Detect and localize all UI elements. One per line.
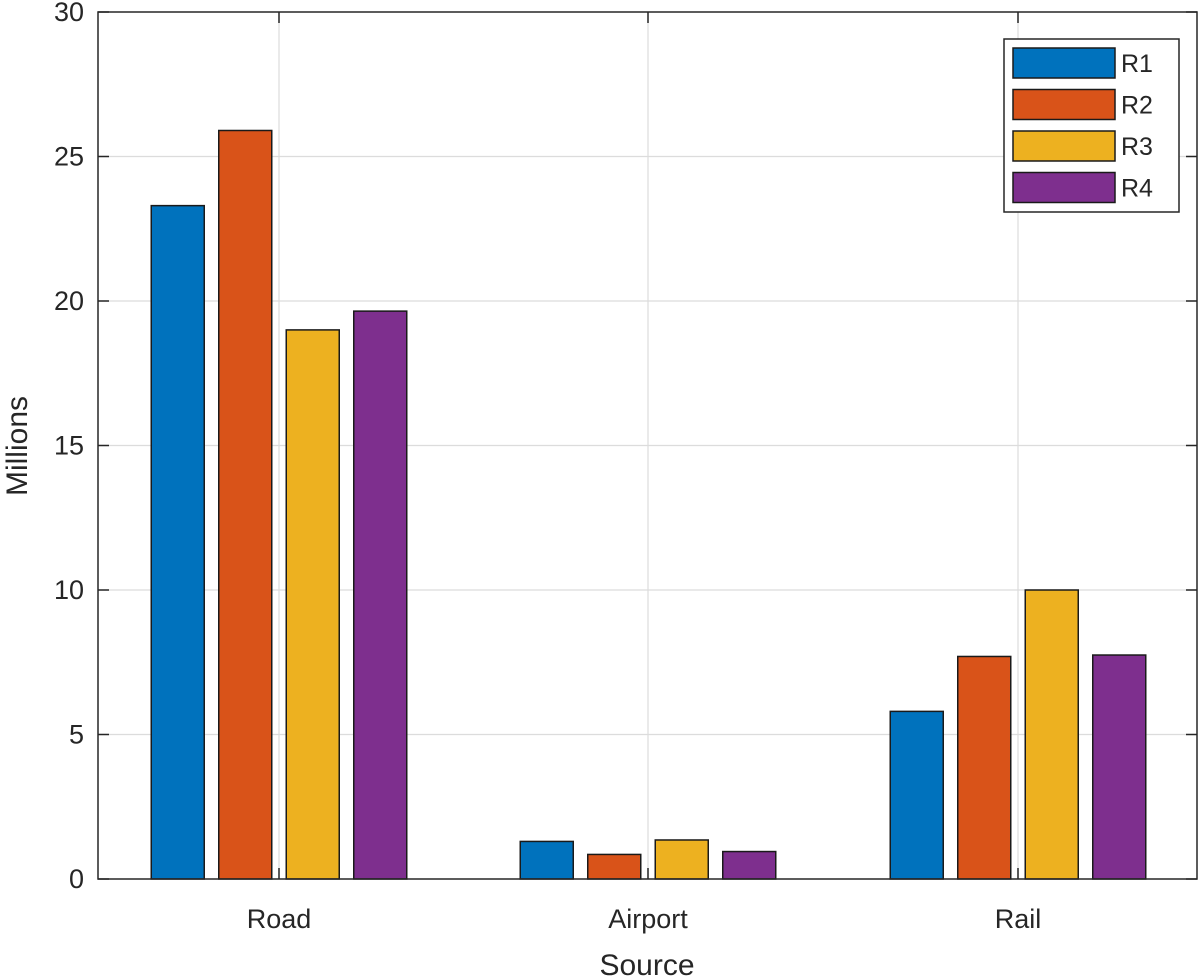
legend-swatch-r1 (1012, 47, 1116, 79)
bar-airport-r2 (587, 853, 642, 880)
bar-road-r2 (218, 129, 273, 880)
bar-rail-r3 (1024, 589, 1079, 880)
y-tick-label: 0 (69, 864, 84, 894)
y-tick-label: 30 (54, 0, 84, 27)
grid-lines (98, 12, 1197, 879)
y-axis-title: Millions (1, 396, 34, 496)
x-tick-label-airport: Airport (608, 904, 688, 934)
y-tick-label: 5 (69, 720, 84, 750)
y-tick-label: 20 (54, 286, 84, 316)
bars (150, 129, 1147, 880)
legend-label-r1: R1 (1121, 50, 1153, 78)
bar-airport-r4 (722, 850, 777, 880)
y-tick-label: 15 (54, 431, 84, 461)
bar-rail-r1 (889, 710, 944, 880)
legend-swatch-r2 (1012, 88, 1116, 121)
bar-airport-r1 (519, 840, 574, 880)
x-tick-labels: Road Airport Rail (247, 904, 1042, 934)
y-tick-labels: 0 5 10 15 20 25 30 (54, 0, 84, 894)
y-tick-label: 10 (54, 575, 84, 605)
legend-label-r2: R2 (1121, 92, 1153, 120)
x-tick-label-rail: Rail (995, 904, 1042, 934)
legend: R1 R2 R3 R4 (1003, 38, 1180, 213)
legend-label-r4: R4 (1121, 175, 1153, 203)
x-tick-label-road: Road (247, 904, 312, 934)
x-axis-title: Source (599, 949, 694, 978)
legend-label-r3: R3 (1121, 133, 1153, 161)
bar-airport-r3 (654, 839, 709, 880)
bar-road-r3 (285, 329, 340, 880)
tick-marks (98, 11, 1197, 880)
y-tick-label: 25 (54, 142, 84, 172)
legend-swatch-r4 (1012, 171, 1116, 204)
bar-rail-r4 (1092, 654, 1147, 880)
legend-swatch-r3 (1012, 130, 1116, 162)
bar-road-r4 (353, 310, 408, 880)
bar-road-r1 (150, 204, 205, 880)
bar-rail-r2 (957, 655, 1012, 880)
